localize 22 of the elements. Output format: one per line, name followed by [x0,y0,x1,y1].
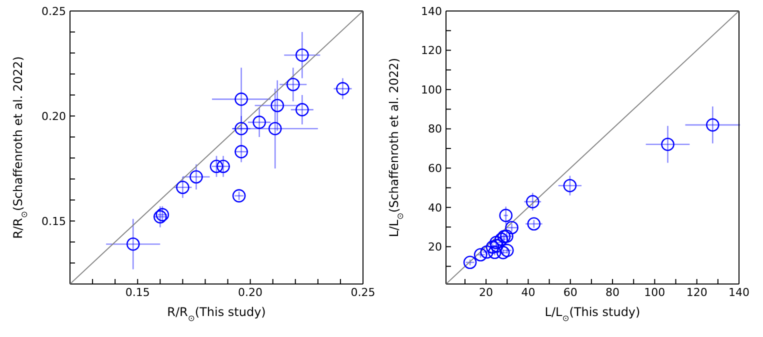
y-tick-label: 140 [421,4,442,18]
y-tick-label: 120 [421,44,442,58]
y-tick-label: 20 [428,240,442,254]
y-tick-label: 80 [428,122,442,136]
x-tick-label: 100 [644,286,666,299]
x-axis-title: L/L$_{⊙}$(This study) [544,305,640,323]
y-tick-label: 0.25 [42,4,66,18]
x-tick-label: 0.20 [238,286,263,299]
x-tick-label: 0.25 [350,286,376,299]
x-tick-label: 20 [479,286,494,299]
y-tick-label: 40 [428,201,442,214]
y-tick-label: 60 [428,162,442,176]
y-tick-label: 0.20 [42,110,66,123]
x-tick-label: 120 [686,286,708,299]
x-tick-label: 140 [728,286,750,299]
y-tick-label: 0.15 [42,214,66,228]
x-tick-label: 0.15 [125,286,150,299]
x-tick-label: 60 [563,286,578,299]
y-tick-label: 100 [421,83,442,96]
x-tick-label: 80 [606,286,620,299]
x-axis-title: R/R$_{⊙}$(This study) [167,305,266,323]
x-tick-label: 40 [521,286,536,299]
